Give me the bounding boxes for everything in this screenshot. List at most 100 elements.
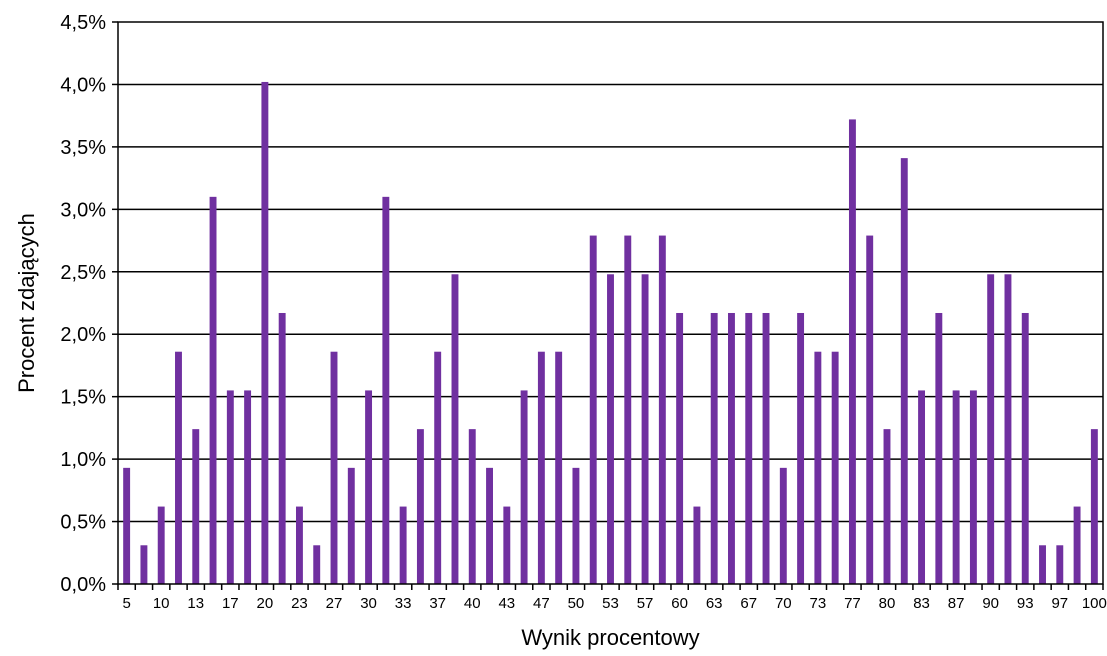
bar-50 xyxy=(572,467,580,584)
x-tick-label: 83 xyxy=(913,595,930,612)
bar-7 xyxy=(140,545,148,584)
bar-100 xyxy=(1090,429,1098,584)
bar-52 xyxy=(589,235,597,584)
y-axis-ticks: 0,0% 0,5% 1,0% 1,5% 2,0% 2,5% 3,0% 3,5% 4,0% 4,5% xyxy=(60,12,118,596)
bar-82 xyxy=(900,158,908,584)
bar-15 xyxy=(209,196,217,584)
y-tick-label: 0,0% xyxy=(60,574,106,596)
x-tick-label: 27 xyxy=(326,595,343,612)
y-tick-label: 1,5% xyxy=(60,387,106,409)
x-tick-label: 17 xyxy=(222,595,239,612)
x-tick-label: 47 xyxy=(533,595,550,612)
x-tick-label: 97 xyxy=(1051,595,1068,612)
bar-40 xyxy=(468,429,476,584)
x-tick-label: 10 xyxy=(153,595,170,612)
bar-23 xyxy=(295,506,303,584)
bar-10 xyxy=(157,506,165,584)
x-tick-label: 33 xyxy=(395,595,412,612)
bar-35 xyxy=(416,429,424,584)
y-tick-label: 2,5% xyxy=(60,262,106,284)
bar-25 xyxy=(313,545,321,584)
bar-67 xyxy=(745,312,753,584)
x-tick-label: 67 xyxy=(740,595,757,612)
bar-27 xyxy=(330,351,338,584)
x-tick-label: 37 xyxy=(429,595,446,612)
bar-95 xyxy=(1039,545,1046,584)
x-tick-label: 77 xyxy=(844,595,861,612)
bar-32 xyxy=(382,196,390,584)
bar-18 xyxy=(244,390,252,584)
bar-98 xyxy=(1073,506,1081,584)
bar-45 xyxy=(520,390,528,584)
bar-73 xyxy=(814,351,822,584)
bar-28 xyxy=(347,467,355,584)
bar-68 xyxy=(762,312,770,584)
bar-88 xyxy=(969,390,977,584)
bar-92 xyxy=(1004,274,1012,584)
x-tick-label: 53 xyxy=(602,595,619,612)
bar-58 xyxy=(658,235,666,584)
bar-13 xyxy=(192,429,200,584)
bar-83 xyxy=(918,390,926,584)
bar-55 xyxy=(624,235,632,584)
bar-38 xyxy=(451,274,459,584)
x-tick-label: 57 xyxy=(637,595,654,612)
y-tick-label: 3,5% xyxy=(60,137,106,159)
y-tick-label: 4,0% xyxy=(60,74,106,96)
bar-65 xyxy=(728,312,735,584)
bar-77 xyxy=(848,119,856,584)
bar-22 xyxy=(278,312,286,584)
y-tick-label: 3,0% xyxy=(60,199,106,221)
y-tick-label: 4,5% xyxy=(60,12,106,34)
x-tick-label: 90 xyxy=(982,595,999,612)
bar-48 xyxy=(555,351,563,584)
x-tick-label: 23 xyxy=(291,595,308,612)
bar-90 xyxy=(987,274,995,584)
x-axis-title: Wynik procentowy xyxy=(521,625,699,650)
x-tick-label: 73 xyxy=(810,595,827,612)
bar-78 xyxy=(866,235,874,584)
y-tick-label: 1,0% xyxy=(60,449,106,471)
bar-80 xyxy=(883,429,891,584)
y-tick-label: 0,5% xyxy=(60,512,106,534)
bar-12 xyxy=(175,351,182,584)
x-tick-label: 60 xyxy=(671,595,688,612)
bar-60 xyxy=(676,312,684,584)
bar-62 xyxy=(693,506,701,584)
plot-area-frame xyxy=(117,21,1104,585)
x-tick-label: 40 xyxy=(464,595,481,612)
y-axis-title: Procent zdających xyxy=(14,213,39,393)
bar-37 xyxy=(434,351,442,584)
bar-20 xyxy=(261,81,269,585)
x-tick-label: 70 xyxy=(775,595,792,612)
y-tick-label: 2,0% xyxy=(60,324,106,346)
x-tick-label: 13 xyxy=(187,595,204,612)
x-tick-label: 100 xyxy=(1082,595,1107,612)
bar-70 xyxy=(779,467,787,584)
bar-63 xyxy=(710,312,718,584)
bar-53 xyxy=(607,274,614,584)
bar-43 xyxy=(503,506,511,584)
x-tick-label: 5 xyxy=(122,595,130,612)
bar-5 xyxy=(123,467,131,584)
x-tick-label: 80 xyxy=(879,595,896,612)
x-tick-label: 50 xyxy=(568,595,585,612)
bar-17 xyxy=(226,390,234,584)
bar-72 xyxy=(797,312,805,584)
bar-57 xyxy=(641,274,649,584)
x-tick-label: 93 xyxy=(1017,595,1034,612)
bars xyxy=(123,81,1098,585)
bar-30 xyxy=(365,390,373,584)
bar-93 xyxy=(1021,312,1029,584)
bar-42 xyxy=(486,467,493,584)
bar-85 xyxy=(935,312,943,584)
x-tick-label: 43 xyxy=(498,595,515,612)
x-tick-label: 63 xyxy=(706,595,723,612)
x-tick-label: 87 xyxy=(948,595,965,612)
bar-75 xyxy=(831,351,839,584)
bar-87 xyxy=(952,390,960,584)
x-tick-label: 20 xyxy=(257,595,274,612)
bar-97 xyxy=(1056,545,1064,584)
bar-33 xyxy=(399,506,407,584)
